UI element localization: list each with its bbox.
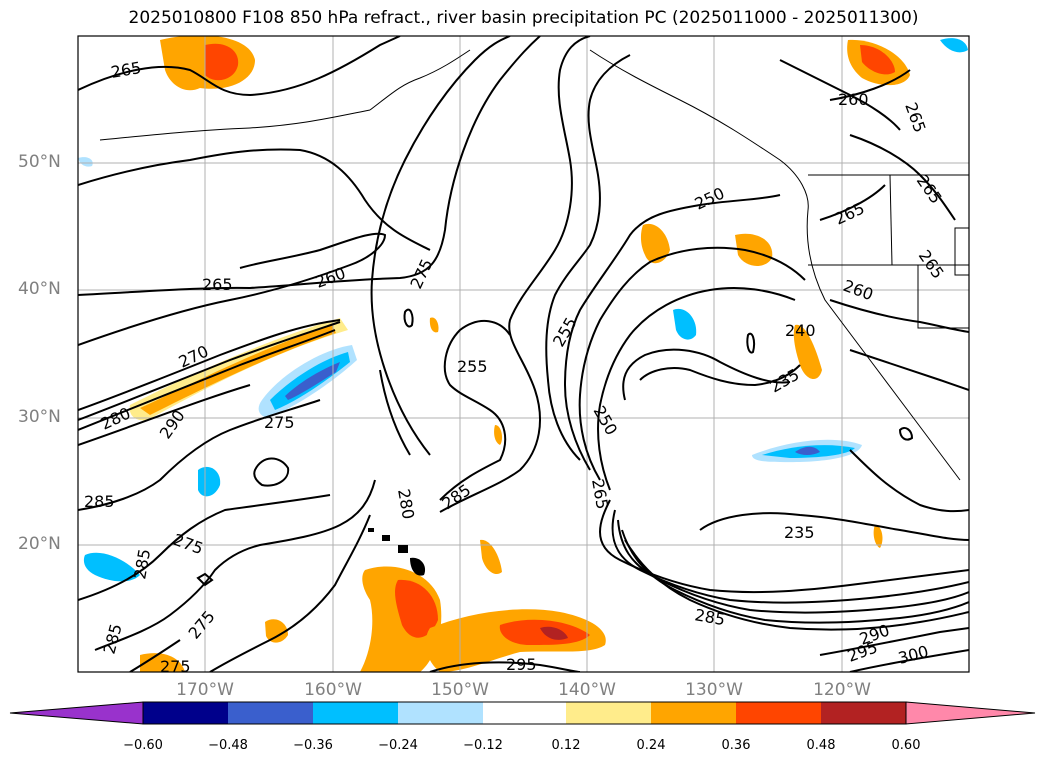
colorbar-segment bbox=[313, 702, 398, 724]
negative-precip-area bbox=[78, 157, 93, 167]
map-background bbox=[78, 36, 969, 672]
colorbar-segment bbox=[398, 702, 483, 724]
colorbar-tick-label: 0.24 bbox=[636, 738, 666, 753]
colorbar-tick-label: −0.36 bbox=[293, 738, 333, 753]
lon-label-170w: 170°W bbox=[176, 680, 234, 700]
lat-label-20n: 20°N bbox=[18, 534, 61, 554]
lat-label-50n: 50°N bbox=[18, 152, 61, 172]
positive-precip-area bbox=[494, 425, 503, 445]
strong-positive-precip-area bbox=[860, 45, 895, 75]
contour-label: 255 bbox=[457, 357, 488, 376]
colorbar-tick-label: −0.12 bbox=[463, 738, 503, 753]
contour-label: 260 bbox=[838, 90, 869, 109]
map-title: 2025010800 F108 850 hPa refract., river … bbox=[128, 8, 919, 28]
colorbar-tick-label: −0.48 bbox=[208, 738, 248, 753]
contour-label: 235 bbox=[784, 523, 815, 542]
colorbar-tick-label: −0.24 bbox=[378, 738, 418, 753]
colorbar-segment bbox=[566, 702, 651, 724]
positive-precip-area bbox=[480, 539, 502, 575]
colorbar-tick-label: 0.36 bbox=[721, 738, 751, 753]
lon-label-140w: 140°W bbox=[558, 680, 616, 700]
negative-precip-area bbox=[940, 38, 968, 53]
positive-precip-area bbox=[640, 223, 670, 264]
contour-label: 295 bbox=[506, 655, 537, 674]
map-frame bbox=[77, 35, 970, 673]
contour-label: 240 bbox=[785, 321, 816, 340]
colorbar bbox=[9, 701, 1036, 725]
contour-label: 275 bbox=[160, 657, 191, 676]
strong-positive-precip-area bbox=[205, 43, 239, 81]
negative-precip-area bbox=[83, 552, 140, 582]
map-plot-area: 265 260 265 265 265 265 260 250 265 260 … bbox=[78, 36, 969, 676]
colorbar-segment bbox=[143, 702, 228, 724]
precip-shading bbox=[78, 36, 968, 672]
colorbar-segment bbox=[821, 702, 906, 724]
very-strong-positive-precip-area bbox=[540, 626, 568, 640]
colorbar-tick-label: −0.60 bbox=[123, 738, 163, 753]
contour-label: 285 bbox=[84, 492, 115, 511]
colorbar-tick-label: 0.48 bbox=[806, 738, 836, 753]
lon-label-130w: 130°W bbox=[685, 680, 743, 700]
colorbar-tick-label: 0.60 bbox=[891, 738, 921, 753]
colorbar-over-arrow bbox=[905, 701, 1036, 725]
lat-label-30n: 30°N bbox=[18, 407, 61, 427]
lon-label-150w: 150°W bbox=[431, 680, 489, 700]
contour-label: 275 bbox=[264, 413, 295, 432]
positive-precip-area bbox=[873, 525, 883, 548]
negative-precip-area bbox=[198, 466, 221, 497]
colorbar-segment bbox=[483, 702, 566, 724]
positive-precip-area bbox=[265, 619, 288, 643]
lat-label-40n: 40°N bbox=[18, 279, 61, 299]
strong-positive-precip-area bbox=[395, 579, 438, 638]
contour-label: 265 bbox=[202, 275, 233, 294]
colorbar-under-arrow bbox=[9, 701, 144, 725]
positive-precip-area bbox=[793, 324, 822, 380]
lon-label-160w: 160°W bbox=[304, 680, 362, 700]
coastlines bbox=[99, 49, 969, 481]
strong-negative-precip-area bbox=[795, 446, 820, 455]
strong-negative-precip-area bbox=[285, 362, 340, 400]
colorbar-segment bbox=[736, 702, 821, 724]
colorbar-segment bbox=[228, 702, 313, 724]
lon-label-120w: 120°W bbox=[813, 680, 871, 700]
colorbar-tick-label: 0.12 bbox=[551, 738, 581, 753]
hawaiian-islands bbox=[368, 528, 426, 576]
positive-precip-area bbox=[735, 233, 773, 266]
negative-precip-area bbox=[673, 308, 697, 340]
refractivity-contours bbox=[78, 36, 969, 672]
positive-precip-area bbox=[429, 317, 439, 333]
colorbar-frame bbox=[142, 701, 907, 725]
colorbar-segment bbox=[651, 702, 736, 724]
